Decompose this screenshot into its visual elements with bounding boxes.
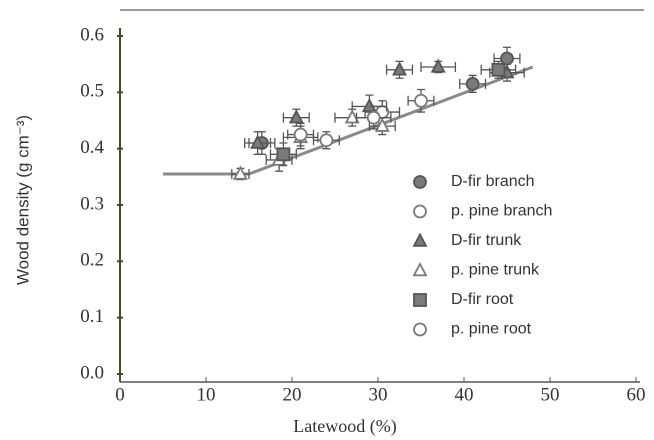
y-axis-label: Wood density (g cm⁻³) [13,115,32,285]
point [361,97,377,113]
y-tick-label: 0.0 [80,362,104,383]
x-tick-label: 60 [627,384,646,405]
point [414,93,428,108]
y-tick-label: 0.3 [80,193,104,214]
point [288,109,304,124]
point [293,127,308,142]
point [276,147,291,162]
legend-marker [413,293,427,307]
point [465,76,480,91]
point [250,134,266,149]
legend-marker [413,175,427,189]
x-axis-label: Latewood (%) [293,416,396,437]
point [374,117,390,132]
legend-marker [413,204,427,219]
point [366,110,381,125]
x-tick-label: 40 [455,384,474,405]
x-tick-label: 0 [115,384,125,405]
y-tick-label: 0.2 [80,250,104,271]
legend-label: p. pine branch [451,203,552,220]
point [392,61,407,76]
y-tick-label: 0.4 [80,137,104,158]
x-tick-label: 20 [283,384,302,405]
legend-marker [413,322,427,337]
point [430,58,446,73]
x-tick-label: 50 [541,384,560,405]
point [232,165,248,180]
y-tick-label: 0.6 [80,24,104,45]
point [344,109,360,124]
legend-label: p. pine root [451,321,532,338]
legend-label: D-fir branch [451,173,535,190]
legend-label: D-fir root [451,291,514,308]
point [500,51,514,66]
legend-marker [412,232,428,247]
legend-label: p. pine trunk [451,262,540,279]
y-tick-label: 0.1 [80,306,104,327]
point [319,133,334,148]
x-tick-label: 10 [197,384,216,405]
legend-label: D-fir trunk [451,232,522,249]
y-tick-label: 0.5 [80,81,104,102]
legend-marker [412,261,428,277]
x-tick-label: 30 [369,384,388,405]
point [491,62,506,77]
